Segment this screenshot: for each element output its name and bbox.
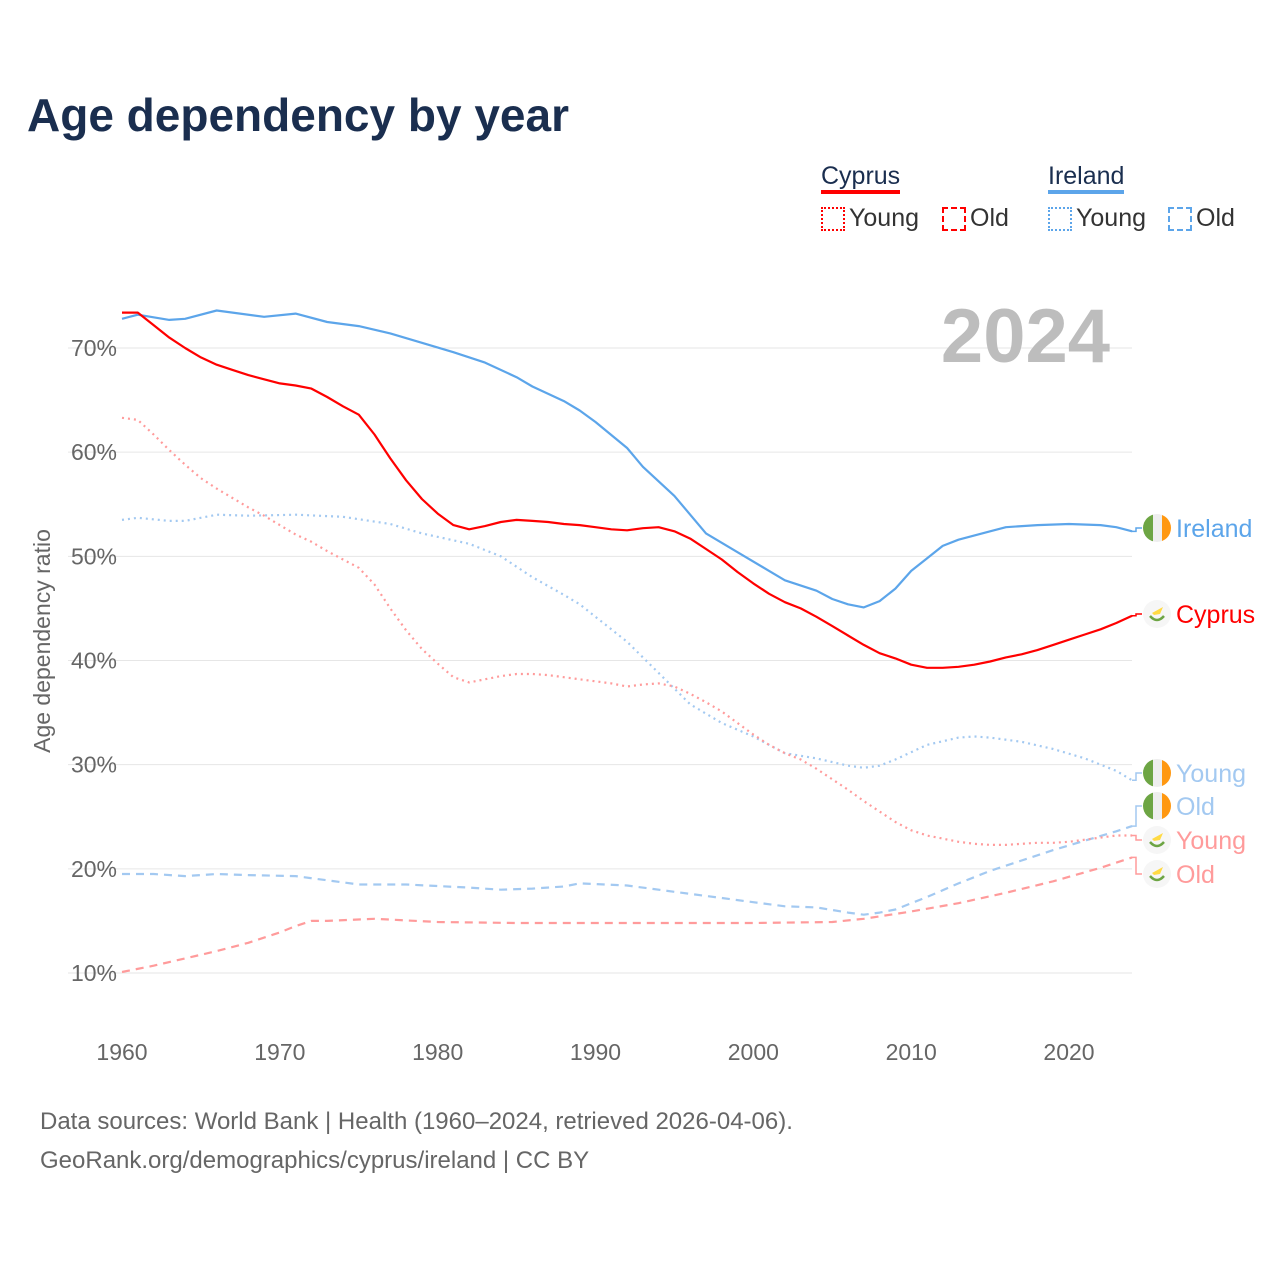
dashed-swatch-icon [942, 206, 966, 231]
cyprus-flag-icon [1143, 826, 1171, 854]
ireland-flag-icon [1143, 514, 1171, 542]
flag-white [1153, 792, 1162, 820]
legend-label: Young [849, 204, 919, 232]
flag-green [1143, 514, 1153, 542]
legend-label: Old [1196, 204, 1235, 232]
dotted-swatch-icon [821, 206, 845, 231]
x-tick-label: 1980 [412, 1039, 463, 1065]
x-tick-label: 2020 [1043, 1039, 1094, 1065]
flag-island [1152, 607, 1163, 615]
ireland-flag-icon [1143, 759, 1171, 787]
label-connector [1132, 834, 1142, 841]
x-tick-label: 1990 [570, 1039, 621, 1065]
x-tick-label: 2000 [728, 1039, 779, 1065]
chart-title: Age dependency by year [27, 89, 569, 141]
flag-body [1143, 514, 1171, 542]
end-label-ireland: Ireland [1176, 515, 1252, 543]
cyprus-flag-icon [1143, 860, 1171, 888]
flag-orange [1162, 514, 1171, 542]
flag-green [1143, 759, 1153, 787]
end-label-cyprus_old: Old [1176, 861, 1215, 889]
end-label-cyprus_young: Young [1176, 827, 1246, 855]
flag-orange [1162, 759, 1171, 787]
end-label-ireland_old: Old [1176, 793, 1215, 821]
cyprus-flag-icon [1143, 600, 1171, 628]
legend-cyprus-old[interactable]: Old [942, 204, 1009, 233]
flag-body [1143, 759, 1171, 787]
dashed-swatch-icon [1168, 206, 1192, 231]
flag-green [1143, 792, 1153, 820]
year-badge: 2024 [941, 294, 1110, 379]
label-connector [1132, 805, 1142, 827]
flag-branches [1149, 841, 1165, 848]
series-line-ireland_old [122, 825, 1133, 916]
legend-cyprus[interactable]: Cyprus [821, 162, 901, 194]
flag-island [1152, 867, 1163, 875]
dotted-swatch-icon [1048, 206, 1072, 231]
label-connector [1132, 527, 1142, 533]
x-tick-label: 1960 [96, 1039, 147, 1065]
series-line-cyprus_young [121, 416, 1133, 847]
x-tick-label: 1970 [254, 1039, 305, 1065]
y-tick-label: 60% [71, 439, 117, 465]
legend-label: Young [1076, 204, 1146, 232]
legend-label: Old [970, 204, 1009, 232]
label-connector [1132, 613, 1142, 617]
flag-branches [1149, 875, 1165, 882]
flag-branches [1149, 615, 1165, 622]
label-connector [1132, 772, 1142, 782]
legend-cyprus-young[interactable]: Young [821, 204, 919, 233]
y-tick-label: 30% [71, 752, 117, 778]
y-axis-label: Age dependency ratio [29, 529, 55, 753]
flag-orange [1162, 792, 1171, 820]
y-tick-label: 70% [71, 335, 117, 361]
label-connector [1132, 856, 1142, 875]
flag-white [1153, 514, 1162, 542]
y-tick-label: 50% [71, 543, 117, 569]
footer-source: Data sources: World Bank | Health (1960–… [40, 1108, 793, 1135]
y-tick-label: 40% [71, 648, 117, 674]
x-tick-label: 2010 [886, 1039, 937, 1065]
ireland-flag-icon [1143, 792, 1171, 820]
series-line-ireland_young [121, 513, 1133, 782]
legend-ireland-old[interactable]: Old [1168, 204, 1235, 233]
legend-ireland[interactable]: Ireland [1048, 162, 1125, 194]
end-label-ireland_young: Young [1176, 760, 1246, 788]
flag-white [1153, 759, 1162, 787]
y-tick-label: 10% [71, 960, 117, 986]
legend-ireland-young[interactable]: Young [1048, 204, 1146, 233]
end-label-cyprus: Cyprus [1176, 601, 1255, 629]
flag-body [1143, 792, 1171, 820]
series-line-cyprus_old [121, 856, 1133, 974]
footer-link[interactable]: GeoRank.org/demographics/cyprus/ireland … [40, 1147, 590, 1174]
flag-island [1152, 833, 1163, 841]
y-tick-label: 20% [71, 856, 117, 882]
series-line-cyprus [122, 311, 1133, 669]
series-line-ireland [121, 309, 1133, 609]
